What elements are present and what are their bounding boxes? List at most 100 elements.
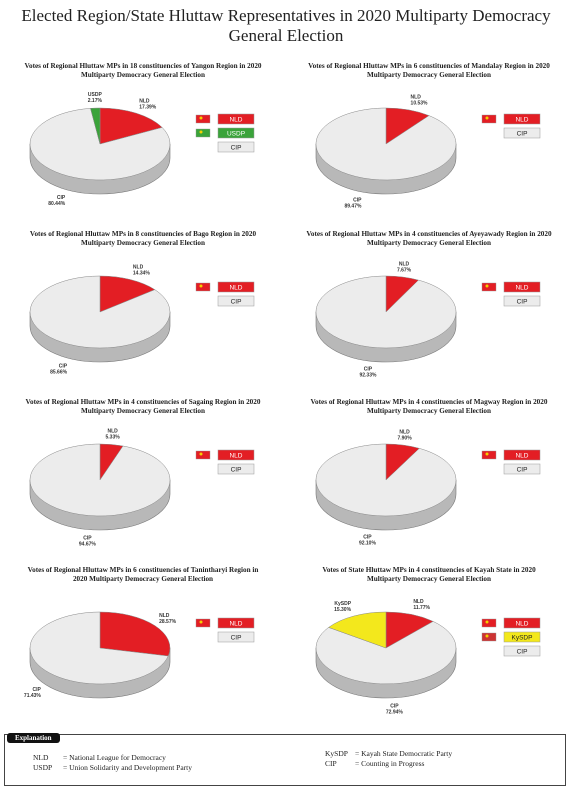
legend-label: NLD xyxy=(229,453,242,460)
slice-label-value: 94.67% xyxy=(79,541,97,547)
legend-flag xyxy=(195,282,211,292)
pie-slice xyxy=(29,108,171,181)
legend-swatch xyxy=(217,127,255,139)
slice-label-value: 89.47% xyxy=(344,204,362,210)
legend-flag-mark xyxy=(485,284,489,288)
legend-label: CIP xyxy=(517,649,528,656)
legend-flag xyxy=(481,618,497,628)
slice-label-name: CIP xyxy=(83,535,92,541)
explanation-item: NLD = National League for Democracy xyxy=(33,753,166,762)
pie-slice xyxy=(315,107,457,181)
slice-label-value: 72.94% xyxy=(386,710,404,716)
legend-label: CIP xyxy=(231,467,242,474)
slice-label-value: 28.57% xyxy=(159,619,177,625)
pie-slice xyxy=(29,611,169,685)
pie-slice xyxy=(99,107,163,145)
legend-flag-mark xyxy=(199,620,203,624)
chart-title: Votes of Regional Hluttaw MPs in 6 const… xyxy=(27,566,259,583)
slice-label-value: 14.34% xyxy=(133,270,151,276)
pie-slice xyxy=(315,443,457,517)
legend-label: NLD xyxy=(515,453,528,460)
legend-flag xyxy=(481,450,497,460)
abbreviation: NLD xyxy=(33,753,49,762)
legend-label: CIP xyxy=(517,299,528,306)
chart-title: Votes of Regional Hluttaw MPs in 8 const… xyxy=(29,230,257,247)
chart-title: Votes of Regional Hluttaw MPs in 18 cons… xyxy=(24,62,262,79)
pie-slice xyxy=(90,107,101,145)
chart-cell: Votes of Regional Hluttaw MPs in 6 const… xyxy=(286,58,572,226)
legend-flag xyxy=(195,114,211,124)
legend-label: NLD xyxy=(515,285,528,292)
legend-flag-mark xyxy=(199,284,203,288)
pie-slice xyxy=(99,275,156,313)
legend-flag xyxy=(195,128,211,138)
legend-swatch xyxy=(503,645,541,657)
pie-slice xyxy=(29,275,171,349)
slice-label-value: 92.33% xyxy=(359,373,377,379)
slice-label-name: CIP xyxy=(59,364,68,370)
chart-grid: Votes of Regional Hluttaw MPs in 18 cons… xyxy=(0,58,572,730)
slice-label-name: NLD xyxy=(411,94,422,100)
chart-title: Votes of Regional Hluttaw MPs in 4 const… xyxy=(25,398,261,415)
legend-swatch xyxy=(217,295,255,307)
legend-label: CIP xyxy=(517,131,528,138)
chart-cell: Votes of Regional Hluttaw MPs in 4 const… xyxy=(286,226,572,394)
legend-flag-mark xyxy=(485,116,489,120)
pie-slice xyxy=(99,611,171,657)
legend-swatch xyxy=(217,141,255,153)
legend-swatch xyxy=(503,113,541,125)
slice-label-name: NLD xyxy=(399,261,410,267)
slice-label-name: NLD xyxy=(159,613,170,619)
legend-swatch xyxy=(503,295,541,307)
chart-title: Votes of Regional Hluttaw MPs in 6 const… xyxy=(308,62,550,79)
explanation-item: USDP = Union Solidarity and Development P… xyxy=(33,763,192,772)
slice-label-name: CIP xyxy=(364,367,373,373)
slice-label-name: CIP xyxy=(57,195,66,201)
legend-flag-mark xyxy=(485,620,489,624)
legend-label: CIP xyxy=(517,467,528,474)
legend-swatch xyxy=(503,631,541,643)
slice-label-name: USDP xyxy=(88,92,103,98)
equals-sign: = xyxy=(63,763,70,772)
slice-label-value: 71.43% xyxy=(24,693,42,699)
equals-sign: = xyxy=(355,759,362,768)
slice-label-value: 5.33% xyxy=(106,435,121,441)
slice-label-value: 92.10% xyxy=(359,541,377,547)
legend-swatch xyxy=(217,463,255,475)
legend-swatch xyxy=(217,617,255,629)
explanation-item: KySDP = Kayah State Democratic Party xyxy=(325,749,452,758)
slice-label-value: 11.77% xyxy=(413,605,430,611)
legend-flag-mark xyxy=(199,130,203,134)
slice-label-value: 7.67% xyxy=(397,267,412,273)
legend-swatch xyxy=(503,449,541,461)
legend-flag xyxy=(481,632,497,642)
legend-swatch xyxy=(217,281,255,293)
legend-swatch xyxy=(217,113,255,125)
legend-label: KySDP xyxy=(512,635,533,642)
slice-label-name: CIP xyxy=(363,535,372,541)
slice-label-value: 80.44% xyxy=(48,201,66,207)
slice-label-name: NLD xyxy=(399,429,410,435)
description: Union Solidarity and Development Party xyxy=(69,763,193,772)
legend-swatch xyxy=(217,449,255,461)
legend-label: NLD xyxy=(515,117,528,124)
slice-label-value: 7.90% xyxy=(397,435,412,441)
equals-sign: = xyxy=(355,749,362,758)
chart-title: Votes of Regional Hluttaw MPs in 4 const… xyxy=(306,230,552,247)
slice-label-name: NLD xyxy=(139,99,150,105)
legend-label: CIP xyxy=(231,299,242,306)
pie-slice xyxy=(328,611,387,649)
chart-cell: Votes of Regional Hluttaw MPs in 6 const… xyxy=(0,562,286,730)
chart-title: Votes of State Hluttaw MPs in 4 constitu… xyxy=(322,566,536,583)
legend-flag xyxy=(481,114,497,124)
legend-label: CIP xyxy=(231,145,242,152)
slice-label-name: NLD xyxy=(133,264,144,270)
